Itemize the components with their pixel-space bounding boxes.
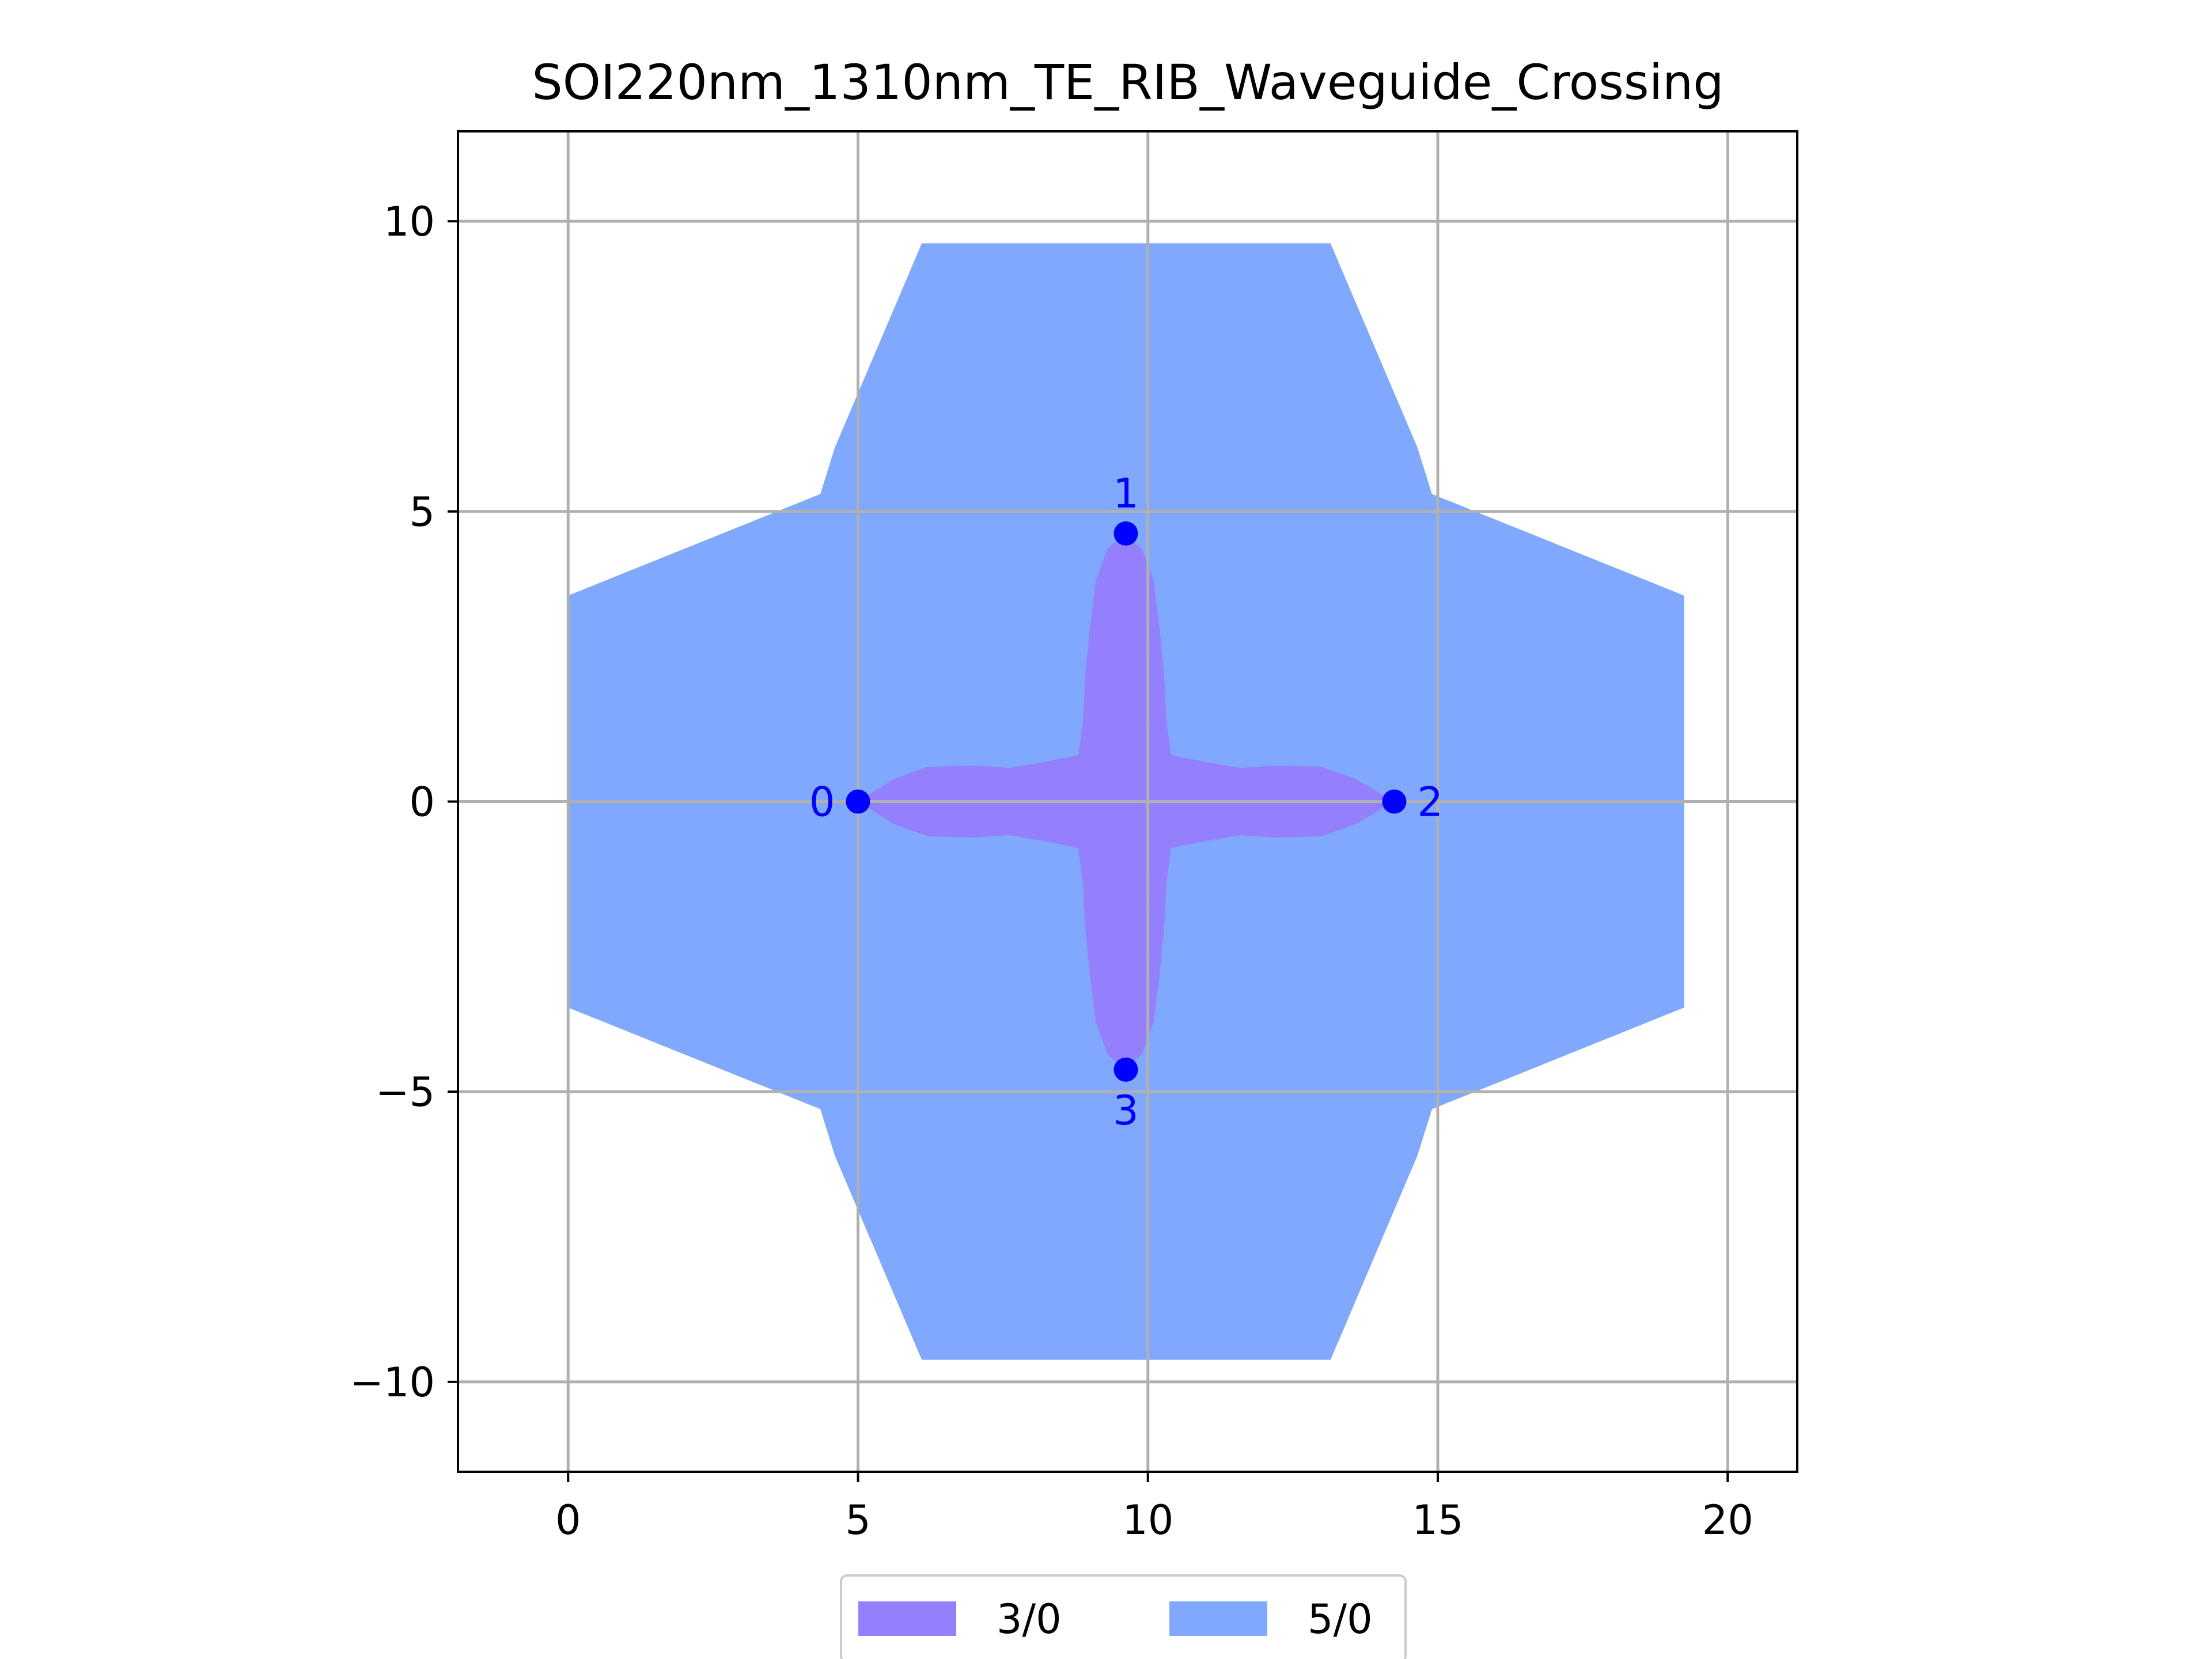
legend-label: 3/0 — [997, 1596, 1062, 1643]
legend-frame — [840, 1574, 1407, 1659]
x-tick-label: 0 — [555, 1497, 581, 1544]
y-tick-label: 10 — [384, 198, 435, 245]
port-marker — [846, 789, 870, 814]
x-tick-label: 10 — [1122, 1497, 1173, 1544]
legend: 3/0 5/0 — [840, 1574, 1407, 1659]
x-tick-label: 5 — [845, 1497, 871, 1544]
y-tick-label: −5 — [376, 1069, 435, 1116]
port-marker — [1382, 789, 1407, 814]
legend-swatch — [858, 1601, 956, 1636]
port-label: 2 — [1417, 779, 1443, 826]
plot-area: 0 1 2 3 0 5 10 15 20 10 5 0 −5 −10 — [350, 130, 1798, 1544]
port-label: 0 — [809, 779, 835, 826]
port-marker — [1113, 521, 1138, 546]
port-label: 3 — [1113, 1087, 1139, 1134]
y-tick-label: 0 — [409, 779, 435, 826]
legend-swatch — [1169, 1601, 1267, 1636]
y-tick-label: 5 — [409, 488, 435, 536]
y-tick-label: −10 — [350, 1359, 435, 1406]
x-tick-label: 20 — [1702, 1497, 1753, 1544]
legend-label: 5/0 — [1308, 1596, 1373, 1643]
port-marker — [1113, 1057, 1138, 1082]
chart-title: SOI220nm_1310nm_TE_RIB_Waveguide_Crossin… — [532, 54, 1724, 111]
x-tick-label: 15 — [1412, 1497, 1463, 1544]
port-label: 1 — [1113, 470, 1139, 517]
